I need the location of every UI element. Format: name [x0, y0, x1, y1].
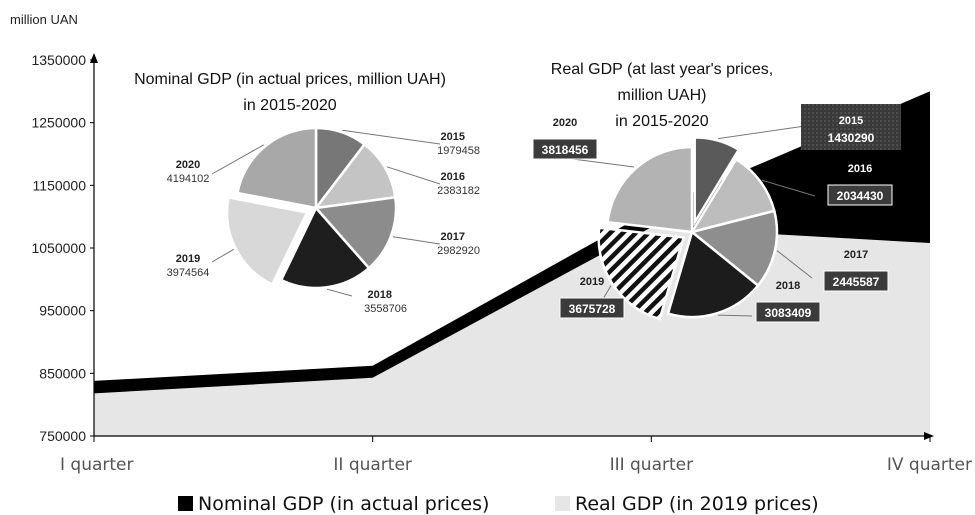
pie-label-year: 2018 [776, 280, 800, 292]
pie-label-value: 2982920 [437, 245, 480, 257]
pie-slice-2019 [597, 226, 686, 321]
pie-label-year: 2018 [368, 289, 392, 301]
pie-slice-2020 [235, 126, 318, 210]
pie-leader-line [717, 314, 753, 317]
pie-leader-line [211, 144, 265, 175]
y-axis-arrow [90, 53, 98, 63]
area-real [94, 227, 930, 436]
pie-slice-2015 [693, 136, 741, 227]
axes: 1350000 1250000 1150000 1050000 950000 850000… [31, 52, 972, 475]
legend-swatch-nominal [178, 496, 193, 511]
pie-label-year: 2016 [441, 171, 465, 183]
pie-title-line: in 2015-2020 [615, 113, 709, 130]
pie-label-value: 3083409 [765, 306, 812, 320]
pie-leader-line [342, 129, 441, 145]
y-tick-label: 1250000 [31, 115, 86, 131]
x-tick-label: IV quarter [887, 455, 972, 475]
y-tick-label: 1050000 [31, 240, 86, 256]
pie-title-line: Nominal GDP (in actual prices, million U… [134, 71, 446, 88]
legend: Nominal GDP (in actual prices) Real GDP … [178, 493, 819, 515]
pie-label-box [755, 301, 821, 323]
pie-label-year: 2017 [441, 231, 465, 243]
pie-label-value: 1430290 [828, 131, 875, 145]
pie-label-value: 3558706 [364, 303, 407, 315]
pie-insets: Nominal GDP (in actual prices, million U… [134, 61, 901, 323]
x-tick-label: II quarter [333, 455, 412, 475]
pie-slice-2019 [225, 195, 309, 287]
pie-label-year: 2015 [441, 131, 465, 143]
pie-leader-line [761, 179, 816, 197]
pie-leader-line [386, 166, 441, 185]
pie-label-box [559, 297, 625, 319]
pie-title-line: Real GDP (at last year's prices, [551, 61, 773, 78]
pie-label-value: 3818456 [542, 143, 589, 157]
pie-label-box [532, 138, 598, 160]
pie-label-year: 2020 [553, 117, 577, 129]
pie-slice-2020 [606, 145, 694, 234]
pie-slice-2018 [279, 205, 371, 290]
pie-slice-2017 [313, 195, 398, 270]
x-tick-label: III quarter [610, 455, 694, 475]
pie-inset-real: Real GDP (at last year's prices, million … [532, 61, 901, 323]
pie-leader-line [776, 250, 813, 279]
pie-label-value: 2445587 [833, 275, 880, 289]
y-tick-label: 750000 [39, 428, 86, 444]
pie-label-box [823, 270, 889, 292]
pie-leader-line [326, 288, 353, 297]
pie-label-value: 3974564 [167, 267, 210, 279]
pie-title-line: million UAH) [618, 87, 707, 104]
pie-label-year: 2019 [176, 253, 200, 265]
pie-slice-2018 [666, 229, 760, 319]
y-tick-label: 1350000 [31, 52, 86, 68]
pie-slice-2017 [689, 209, 779, 288]
pie-inset-nominal: Nominal GDP (in actual prices, million U… [134, 71, 480, 315]
pie-label-box [827, 184, 893, 206]
pie-label-value: 1979458 [437, 145, 480, 157]
pie-label-value: 3675728 [569, 302, 616, 316]
y-tick-label: 1150000 [33, 177, 87, 193]
pie-label-value: 2034430 [837, 189, 884, 203]
x-tick-label: I quarter [60, 455, 134, 475]
pie-slice-2016 [689, 157, 776, 234]
x-axis-arrow [924, 432, 934, 440]
pie-leader-line [392, 236, 441, 245]
pie-label-box [801, 104, 901, 150]
pie-label-year: 2015 [839, 115, 863, 127]
y-tick-label: 850000 [39, 365, 86, 381]
pie-label-year: 2017 [844, 249, 868, 261]
legend-label-real: Real GDP (in 2019 prices) [575, 493, 819, 515]
y-tick-label: 950000 [39, 303, 86, 319]
legend-swatch-real [555, 496, 570, 511]
pie-label-value: 2383182 [437, 185, 480, 197]
pie-label-year: 2020 [176, 159, 200, 171]
pie-title-line: in 2015-2020 [243, 97, 337, 114]
pie-leader-line [211, 248, 235, 263]
pie-leader-line [718, 125, 806, 140]
pie-label-value: 4194102 [167, 173, 210, 185]
pie-label-year: 2019 [580, 276, 604, 288]
y-unit-label: million UAN [10, 12, 78, 27]
pie-label-year: 2016 [848, 163, 872, 175]
legend-label-nominal: Nominal GDP (in actual prices) [198, 493, 489, 515]
